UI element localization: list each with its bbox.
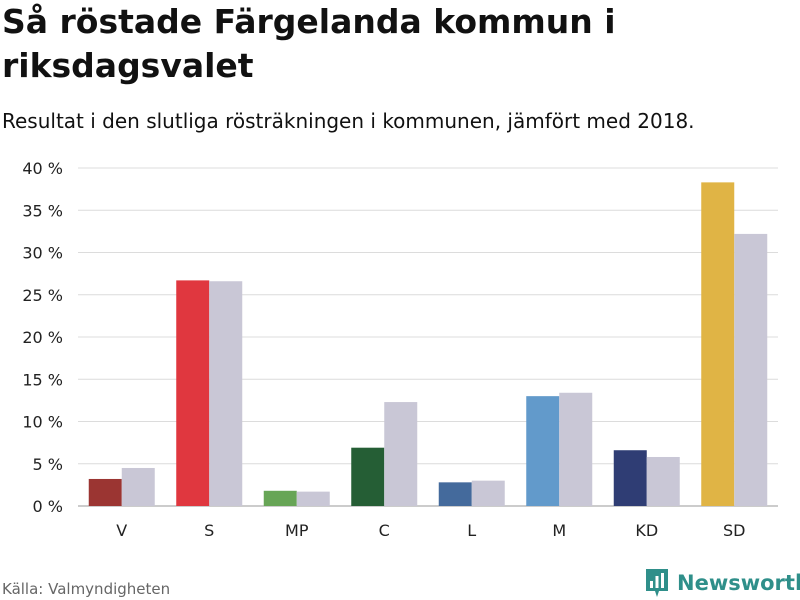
brand-name: Newsworthy bbox=[677, 571, 800, 595]
bar-C-2018 bbox=[384, 402, 418, 506]
bar-V-2018 bbox=[121, 467, 155, 506]
x-tick-label: SD bbox=[723, 521, 745, 540]
x-axis-ticks: V S MP C L M KD SD bbox=[116, 521, 745, 540]
bar-S-2018 bbox=[209, 281, 243, 506]
bar-L-2022 bbox=[438, 482, 472, 506]
chart-title: Så röstade Färgelanda kommun i riksdagsv… bbox=[2, 2, 616, 85]
bar-MP-2018 bbox=[296, 491, 330, 506]
bar-S-2022 bbox=[176, 280, 210, 506]
y-tick-label: 25 % bbox=[22, 286, 63, 305]
y-axis-ticks: 0 % 5 % 10 % 15 % 20 % 25 % 30 % 35 % 40 % bbox=[22, 159, 63, 516]
y-tick-label: 5 % bbox=[33, 455, 63, 474]
bar-C-2022 bbox=[351, 447, 385, 506]
x-tick-label: M bbox=[552, 521, 566, 540]
y-tick-label: 10 % bbox=[22, 413, 63, 432]
y-tick-label: 15 % bbox=[22, 370, 63, 389]
y-tick-label: 0 % bbox=[33, 497, 63, 516]
y-tick-label: 30 % bbox=[22, 244, 63, 263]
bar-SD-2018 bbox=[734, 233, 768, 506]
bar-KD-2018 bbox=[646, 456, 680, 506]
bar-chart: 0 % 5 % 10 % 15 % 20 % 25 % 30 % 35 % 40 % V S MP C… bbox=[22, 159, 778, 540]
x-tick-label: V bbox=[116, 521, 127, 540]
x-tick-label: S bbox=[204, 521, 214, 540]
x-tick-label: MP bbox=[285, 521, 309, 540]
x-tick-label: C bbox=[379, 521, 390, 540]
x-tick-label: L bbox=[467, 521, 476, 540]
y-tick-label: 40 % bbox=[22, 159, 63, 178]
source-note: Källa: Valmyndigheten bbox=[2, 580, 171, 598]
y-tick-label: 35 % bbox=[22, 201, 63, 220]
x-tick-label: KD bbox=[635, 521, 658, 540]
chart-subtitle: Resultat i den slutliga rösträkningen i … bbox=[2, 109, 695, 133]
newsworthy-logo-icon bbox=[646, 569, 668, 597]
bars bbox=[88, 182, 768, 507]
bar-V-2022 bbox=[88, 478, 122, 506]
brand-logo: Newsworthy bbox=[645, 568, 800, 598]
bar-MP-2022 bbox=[263, 490, 297, 506]
bar-SD-2022 bbox=[701, 182, 735, 507]
bar-M-2018 bbox=[559, 392, 593, 506]
bar-L-2018 bbox=[471, 480, 505, 506]
bar-KD-2022 bbox=[613, 450, 647, 506]
bar-M-2022 bbox=[526, 396, 560, 506]
y-tick-label: 20 % bbox=[22, 328, 63, 347]
